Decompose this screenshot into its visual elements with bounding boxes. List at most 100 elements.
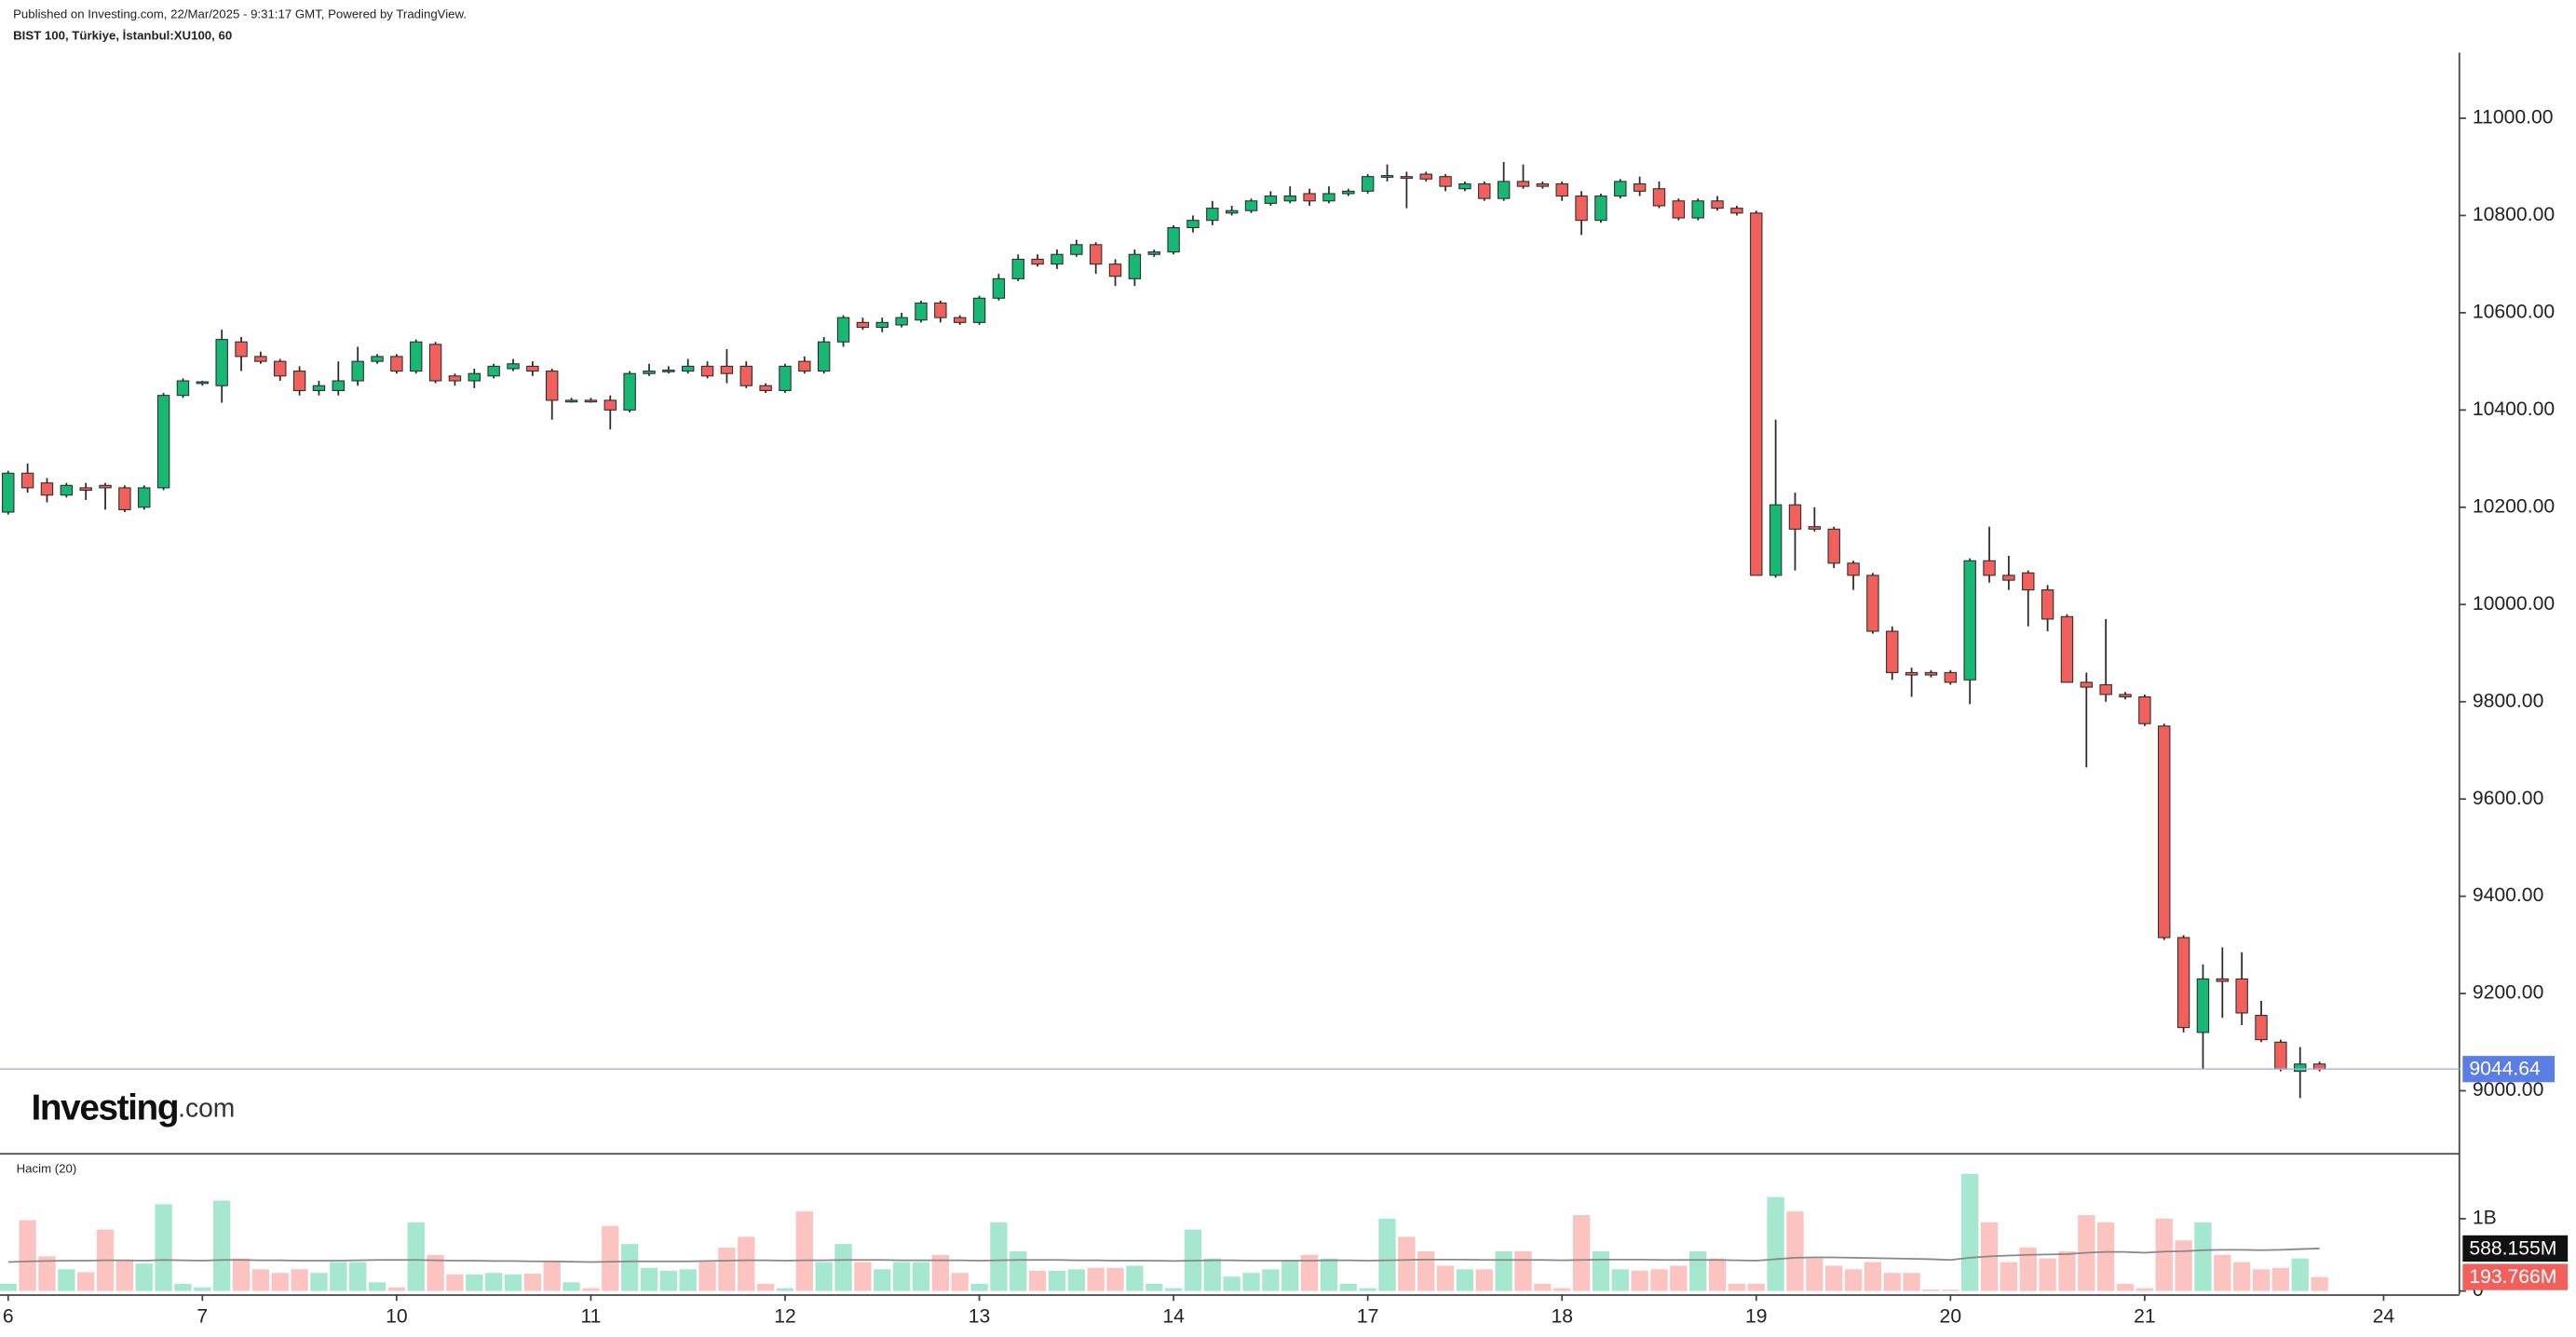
volume-ma-line xyxy=(7,1248,2320,1263)
candle-body xyxy=(2294,1063,2307,1073)
candle-body xyxy=(2235,978,2248,1014)
candle-body xyxy=(2002,574,2015,581)
volume-bar xyxy=(834,1244,852,1291)
volume-bar xyxy=(2175,1240,2192,1291)
candle-body xyxy=(448,375,462,382)
volume-bar xyxy=(1281,1260,1299,1291)
candle-body xyxy=(1730,208,1743,214)
volume-bar xyxy=(1203,1258,1221,1291)
volume-bar xyxy=(2155,1218,2173,1291)
volume-bar xyxy=(1883,1273,1901,1291)
candle-body xyxy=(1244,200,1258,211)
published-note: Published on Investing.com, 22/Mar/2025 … xyxy=(13,7,467,20)
volume-bar xyxy=(1767,1196,1784,1291)
candle-body xyxy=(215,339,228,386)
candle-body xyxy=(2216,978,2230,982)
candle-body xyxy=(1264,196,1278,204)
candle-body xyxy=(2080,682,2094,688)
candle-body xyxy=(1361,176,1375,192)
candle-body xyxy=(1575,196,1588,222)
candle-body xyxy=(79,487,92,492)
candle-body xyxy=(720,365,734,374)
candle-body xyxy=(895,317,908,326)
candle-body xyxy=(1186,220,1200,229)
volume-bar xyxy=(407,1222,425,1291)
candle-body xyxy=(1167,226,1180,253)
candle-body xyxy=(526,365,539,372)
candle-body xyxy=(138,487,151,508)
volume-bar xyxy=(1708,1258,1727,1291)
candle-body xyxy=(1031,258,1044,265)
logo: Investing.com xyxy=(32,1088,236,1128)
candle-body xyxy=(1380,175,1394,178)
volume-bar xyxy=(1417,1250,1435,1291)
candle-body xyxy=(507,363,520,370)
x-tick-label: 13 xyxy=(969,1305,991,1327)
candle-body xyxy=(643,371,656,374)
volume-bar xyxy=(1359,1288,1376,1291)
y-tick-label: 10600.00 xyxy=(2473,301,2555,322)
candle-body xyxy=(1303,193,1316,202)
volume-bar xyxy=(1942,1290,1959,1291)
y-tick-label: 10400.00 xyxy=(2473,398,2555,420)
volume-bar xyxy=(1747,1283,1765,1291)
candle-body xyxy=(2138,696,2151,724)
candle-body xyxy=(1497,181,1511,199)
x-tick-label: 14 xyxy=(1162,1305,1185,1327)
candle-body xyxy=(118,487,131,510)
volume-bar xyxy=(718,1248,736,1291)
volume-bar xyxy=(19,1220,36,1291)
x-tick-label: 20 xyxy=(1940,1305,1962,1327)
y2-tick-label: 0 xyxy=(2473,1279,2484,1301)
volume-bar xyxy=(1825,1265,1843,1291)
candle-body xyxy=(371,356,384,362)
volume-bar xyxy=(1300,1254,1319,1291)
volume-bar xyxy=(1146,1283,1163,1291)
volume-bar xyxy=(1475,1269,1493,1291)
candle-body xyxy=(1419,173,1432,180)
volume-bar xyxy=(1650,1269,1668,1291)
candle-body xyxy=(1691,200,1704,219)
volume-bar xyxy=(212,1200,231,1291)
volume-bar xyxy=(1320,1258,1338,1291)
candle-body xyxy=(1555,182,1568,197)
volume-bar xyxy=(1670,1265,1688,1291)
x-tick-label: 21 xyxy=(2134,1305,2156,1327)
y-tick-label: 9200.00 xyxy=(2473,982,2543,1004)
candle-body xyxy=(739,365,752,386)
volume-bar xyxy=(1514,1250,1532,1291)
volume-bar xyxy=(543,1262,561,1291)
volume-bar xyxy=(291,1269,308,1291)
candle-body xyxy=(468,372,481,382)
candle-body xyxy=(836,317,850,343)
logo-name: Investing xyxy=(32,1088,179,1128)
candle-body xyxy=(1866,574,1879,632)
candle-body xyxy=(1516,181,1530,187)
volume-bar xyxy=(58,1269,75,1291)
volume-bar xyxy=(990,1222,1008,1291)
volume-bar xyxy=(1728,1283,1746,1291)
volume-bar xyxy=(563,1282,580,1291)
candle-body xyxy=(992,277,1006,299)
volume-bar xyxy=(2271,1267,2290,1291)
candle-body xyxy=(1963,560,1976,681)
candle-body xyxy=(1711,200,1724,209)
candle-body xyxy=(312,385,326,391)
candle-body xyxy=(2176,937,2190,1029)
volume-bar xyxy=(2252,1269,2271,1291)
candle-body xyxy=(2022,572,2035,591)
volume-bar xyxy=(368,1282,386,1291)
volume-title: Hacim (20) xyxy=(17,1162,77,1176)
candle-body xyxy=(410,341,423,372)
volume-bar xyxy=(679,1269,697,1291)
volume-bar xyxy=(484,1273,503,1291)
volume-bar xyxy=(348,1262,367,1291)
volume-bar xyxy=(738,1236,755,1291)
y2-tick-label: 1B xyxy=(2473,1208,2497,1229)
candle-body xyxy=(99,484,112,489)
volume-bar xyxy=(38,1256,56,1291)
x-tick-label: 6 xyxy=(3,1305,14,1327)
volume-bar xyxy=(1611,1269,1629,1291)
candle-body xyxy=(1944,671,1958,683)
volume-bar xyxy=(1028,1270,1047,1291)
